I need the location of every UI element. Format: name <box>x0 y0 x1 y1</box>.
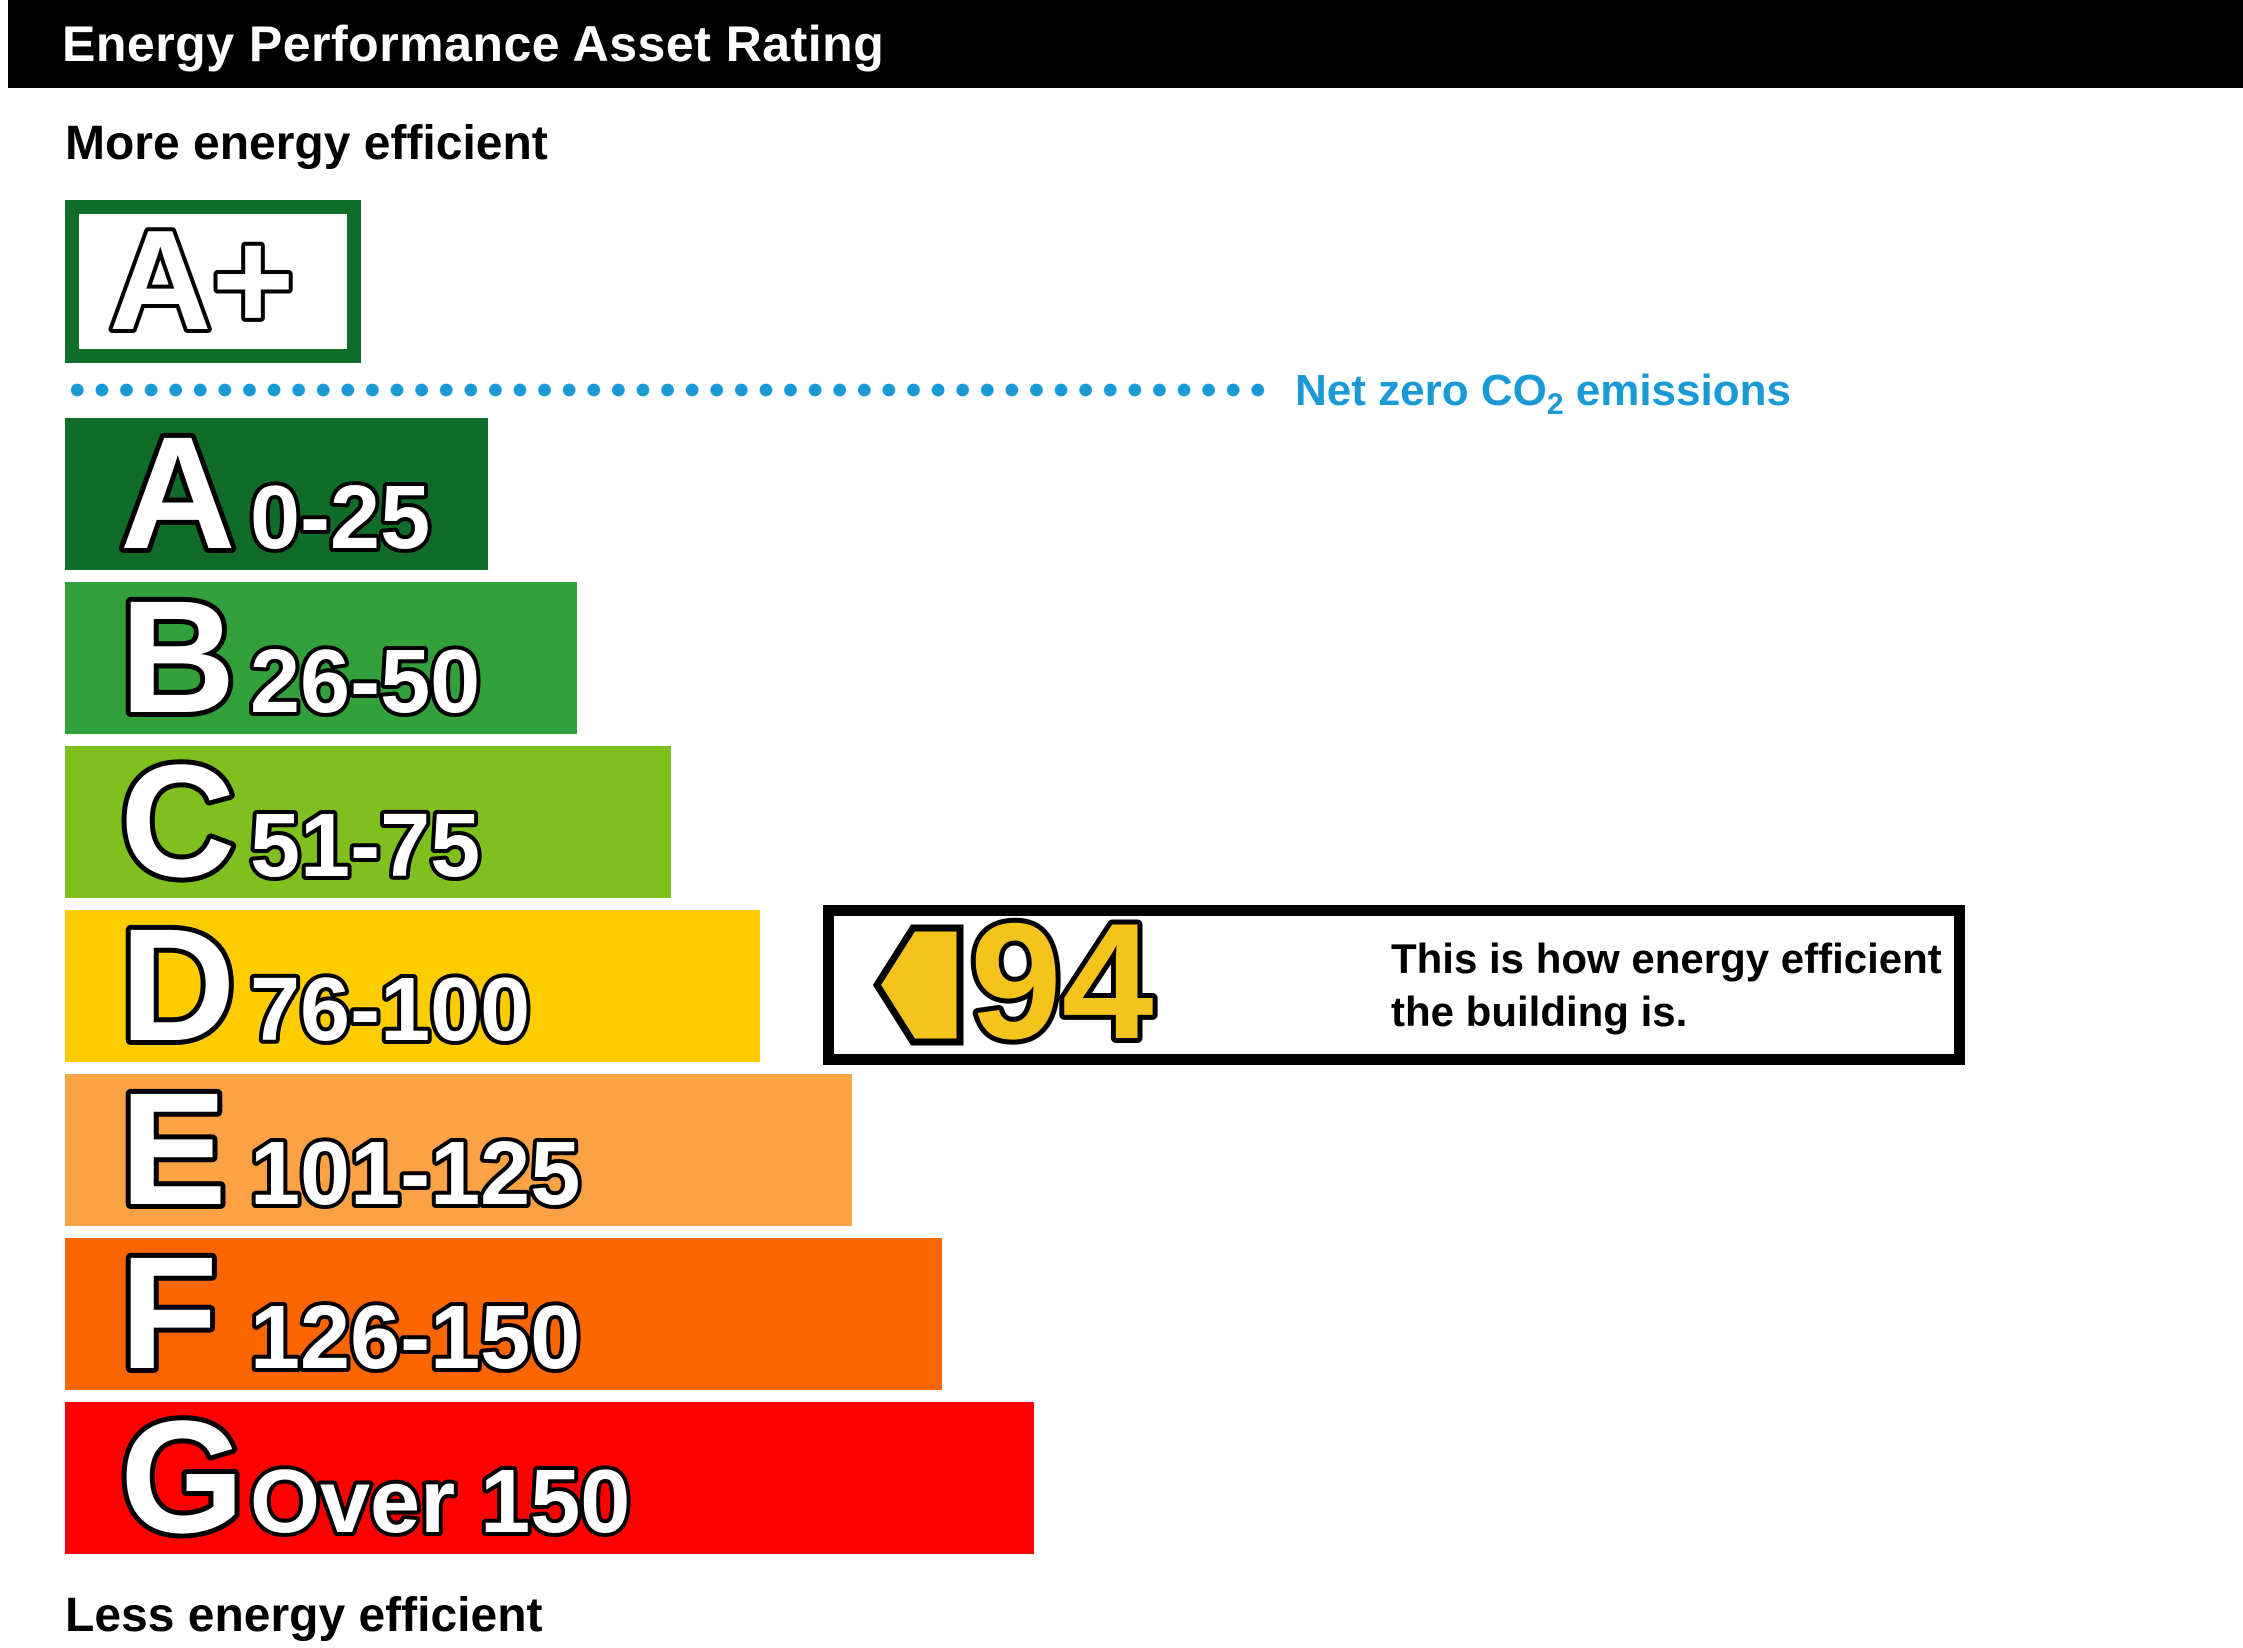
indicator-caption-line1: This is how energy efficient <box>1391 934 1942 982</box>
left-arrow-shape <box>872 924 964 1046</box>
rating-bands: A 0-25 B 26-50 C 51-75 D 76-100 E <box>65 398 1034 1571</box>
band-range-b: 26-50 <box>250 632 480 732</box>
net-zero-subscript: 2 <box>1546 388 1564 421</box>
band-letter-d: D <box>120 895 236 1074</box>
band-letter-c: C <box>120 731 236 910</box>
net-zero-text-suffix: emissions <box>1563 366 1791 415</box>
band-row-b: B 26-50 <box>65 562 577 751</box>
indicator-caption-line2: the building is. <box>1391 988 1688 1035</box>
band-row-e: E 101-125 <box>65 1054 852 1243</box>
band-range-a: 0-25 <box>250 468 430 568</box>
indicator-caption: This is how energy efficient the buildin… <box>1391 932 1942 1039</box>
band-range-c: 51-75 <box>250 796 480 896</box>
band-range-f: 126-150 <box>250 1288 580 1388</box>
band-letter-b: B <box>120 567 236 746</box>
header-bar: Energy Performance Asset Rating <box>8 0 2243 88</box>
rating-value-graphic: 94 <box>965 884 1159 1078</box>
a-plus-label: A+ <box>109 201 294 360</box>
more-efficient-label: More energy efficient <box>65 117 548 170</box>
band-row-g: G Over 150 <box>65 1382 1034 1571</box>
band-row-a: A 0-25 <box>65 398 488 587</box>
band-range-g: Over 150 <box>250 1452 630 1552</box>
band-range-d: 76-100 <box>250 960 530 1060</box>
net-zero-dotted-line <box>65 382 1271 398</box>
band-letter-g: G <box>120 1387 244 1566</box>
left-arrow-icon <box>872 924 964 1046</box>
a-plus-graphic: A+ <box>105 197 298 364</box>
band-row-d: D 76-100 <box>65 890 760 1079</box>
band-range-e: 101-125 <box>250 1124 580 1224</box>
less-efficient-label: Less energy efficient <box>65 1589 543 1642</box>
band-letter-e: E <box>120 1059 227 1238</box>
a-plus-box: A+ <box>65 197 361 364</box>
rating-indicator-box: 94 This is how energy efficient the buil… <box>823 884 1965 1078</box>
rating-value: 94 <box>970 889 1154 1073</box>
band-letter-f: F <box>120 1223 218 1402</box>
page-title: Energy Performance Asset Rating <box>62 16 885 72</box>
net-zero-label: Net zero CO2 emissions <box>1295 366 1791 420</box>
net-zero-text-prefix: Net zero CO <box>1295 366 1547 415</box>
band-letter-a: A <box>120 403 236 582</box>
band-row-c: C 51-75 <box>65 726 671 915</box>
band-row-f: F 126-150 <box>65 1218 942 1407</box>
